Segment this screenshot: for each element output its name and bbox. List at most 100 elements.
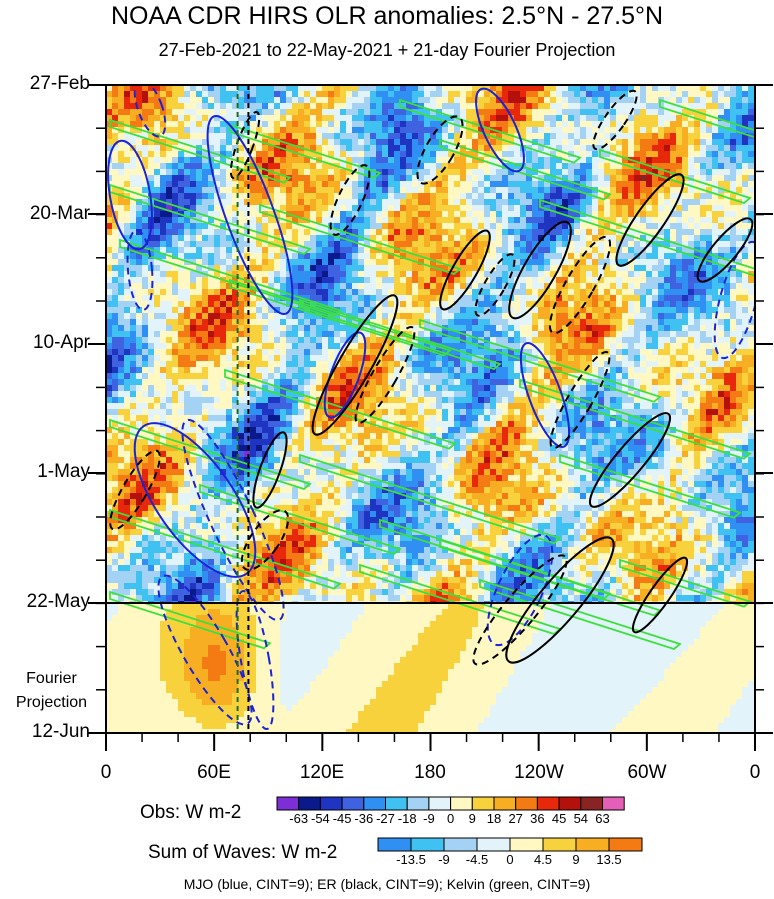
field-cell [658, 127, 665, 134]
field-cell [184, 97, 191, 104]
field-cell [652, 217, 659, 224]
field-cell [136, 115, 143, 122]
field-cell [664, 85, 671, 92]
field-cell [634, 313, 641, 320]
field-cell [292, 211, 299, 218]
field-cell [232, 133, 239, 140]
field-cell [256, 337, 263, 344]
field-cell [742, 127, 749, 134]
field-cell [184, 289, 191, 296]
field-cell [352, 337, 359, 344]
field-cell [148, 187, 155, 194]
field-cell [268, 259, 275, 266]
field-cell [520, 271, 527, 278]
field-cell [430, 151, 437, 158]
field-cell [538, 181, 545, 188]
field-cell [250, 259, 257, 266]
field-cell [256, 295, 263, 302]
field-cell [352, 193, 359, 200]
field-cell [502, 97, 509, 104]
field-cell [454, 127, 461, 134]
field-cell [478, 103, 485, 110]
field-cell [292, 223, 299, 230]
field-cell [106, 235, 113, 242]
field-cell [640, 277, 647, 284]
field-cell [340, 295, 347, 302]
field-cell [706, 115, 713, 122]
field-cell [130, 355, 137, 362]
field-cell [556, 319, 563, 326]
field-cell [262, 331, 269, 338]
field-cell [580, 247, 587, 254]
field-cell [190, 349, 197, 356]
field-cell [610, 229, 617, 236]
field-cell [484, 229, 491, 236]
field-cell [364, 295, 371, 302]
field-cell [460, 103, 467, 110]
field-cell [412, 85, 419, 92]
field-cell [184, 199, 191, 206]
field-cell [220, 163, 227, 170]
field-cell [412, 223, 419, 230]
field-cell [340, 241, 347, 248]
field-cell [328, 217, 335, 224]
field-cell [652, 289, 659, 296]
field-cell [622, 217, 629, 224]
field-cell [220, 121, 227, 128]
field-cell [232, 91, 239, 98]
field-cell [370, 271, 377, 278]
field-cell [388, 97, 395, 104]
field-cell [616, 139, 623, 146]
field-cell [526, 193, 533, 200]
field-cell [448, 355, 455, 362]
field-cell [424, 253, 431, 260]
field-cell [190, 121, 197, 128]
field-cell [268, 271, 275, 278]
field-cell [166, 187, 173, 194]
field-cell [286, 253, 293, 260]
field-cell [298, 259, 305, 266]
field-cell [694, 253, 701, 260]
field-cell [208, 181, 215, 188]
field-cell [676, 271, 683, 278]
field-cell [688, 121, 695, 128]
field-cell [424, 115, 431, 122]
field-cell [652, 91, 659, 98]
field-cell [268, 223, 275, 230]
field-cell [646, 343, 653, 350]
field-cell [694, 127, 701, 134]
field-cell [634, 91, 641, 98]
field-cell [640, 259, 647, 266]
field-cell [286, 85, 293, 92]
field-cell [244, 181, 251, 188]
field-cell [430, 355, 437, 362]
field-cell [136, 103, 143, 110]
field-cell [730, 331, 737, 338]
field-cell [142, 277, 149, 284]
field-cell [532, 121, 539, 128]
field-cell [352, 265, 359, 272]
field-cell [736, 271, 743, 278]
field-cell [310, 175, 317, 182]
field-cell [412, 289, 419, 296]
field-cell [658, 319, 665, 326]
field-cell [394, 205, 401, 212]
field-cell [376, 85, 383, 92]
field-cell [706, 307, 713, 314]
field-cell [646, 277, 653, 284]
field-cell [334, 205, 341, 212]
field-cell [370, 151, 377, 158]
field-cell [166, 229, 173, 236]
field-cell [544, 331, 551, 338]
field-cell [226, 157, 233, 164]
field-cell [214, 139, 221, 146]
field-cell [640, 295, 647, 302]
field-cell [400, 103, 407, 110]
field-cell [676, 121, 683, 128]
field-cell [742, 349, 749, 356]
field-cell [484, 265, 491, 272]
field-cell [466, 175, 473, 182]
field-cell [400, 145, 407, 152]
field-cell [274, 229, 281, 236]
field-cell [442, 283, 449, 290]
